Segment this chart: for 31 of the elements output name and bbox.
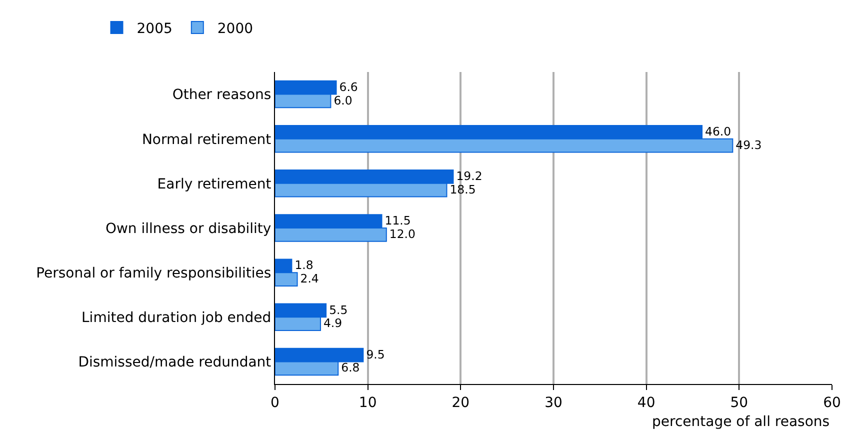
x-tick-label: 50 [730,394,748,411]
y-tick-label: Own illness or disability [105,220,272,237]
data-label: 18.5 [450,182,476,196]
x-tick-label: 60 [823,394,841,411]
data-label: 2.4 [300,272,319,286]
data-label: 4.9 [323,316,342,330]
x-tick-label: 0 [270,394,280,411]
data-label: 1.8 [294,258,314,272]
y-tick-label: Personal or family responsibilities [36,265,272,282]
x-tick-label: 40 [637,394,656,411]
y-tick-label: Other reasons [172,87,272,104]
x-tick-label: 10 [358,394,377,411]
y-tick-label: Normal retirement [142,132,272,148]
data-label: 6.0 [334,93,352,108]
data-label: 49.3 [736,138,762,152]
data-label: 46.0 [705,124,732,139]
y-tick-label: Dismissed/made redundant [78,354,272,371]
x-axis-title: percentage of all reasons [652,414,830,430]
y-tick-label: Limited duration job ended [82,310,272,326]
data-label: 6.6 [339,80,358,94]
data-label: 12.0 [389,227,416,242]
data-label: 5.5 [329,302,348,317]
data-label: 9.5 [366,347,385,362]
data-label: 19.2 [456,169,482,184]
x-tick-label: 20 [452,394,470,411]
data-label: 11.5 [384,214,411,228]
legend-label: 2000 [217,20,254,37]
y-tick-label: Early retirement [157,176,272,192]
data-label: 6.8 [341,360,360,375]
x-tick-label: 30 [544,394,562,411]
legend-label: 2005 [136,20,172,37]
